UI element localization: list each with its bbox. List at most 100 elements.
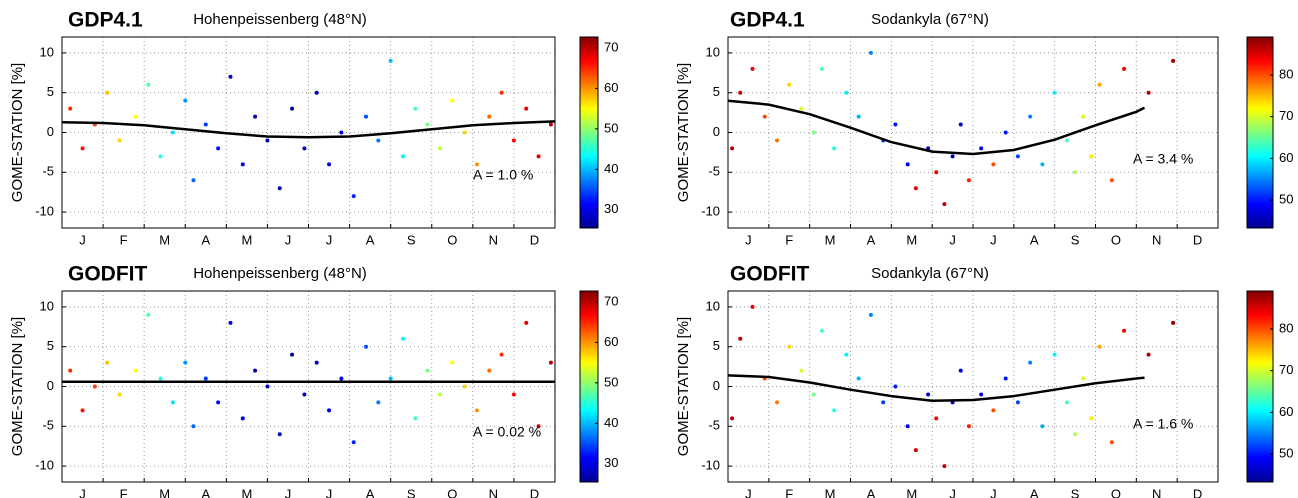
x-tick-label: A <box>201 232 210 247</box>
x-tick-label: J <box>285 486 292 498</box>
x-tick-label: A <box>366 486 375 498</box>
data-point <box>376 400 381 405</box>
x-tick-label: N <box>489 232 498 247</box>
x-tick-label: A <box>1030 486 1039 498</box>
data-point <box>844 352 849 357</box>
data-point <box>133 368 138 373</box>
data-point <box>868 312 873 317</box>
data-point <box>893 122 898 127</box>
data-point <box>1146 352 1151 357</box>
data-point <box>253 114 258 119</box>
data-point <box>819 66 824 71</box>
panel-subtitle: Sodankyla (67°N) <box>871 11 989 28</box>
data-point <box>811 392 816 397</box>
x-tick-label: F <box>120 486 128 498</box>
data-point <box>536 424 541 429</box>
fit-line <box>727 99 1146 156</box>
colorbar-tick-label: 80 <box>1279 320 1293 335</box>
x-tick-label: D <box>530 486 539 498</box>
data-point <box>425 368 430 373</box>
y-tick-label: -10 <box>701 204 720 219</box>
y-tick-label: 5 <box>47 338 54 353</box>
data-point <box>1081 114 1086 119</box>
panel-title: GDP4.1 <box>730 9 805 32</box>
y-tick-label: 10 <box>706 298 720 313</box>
data-point <box>80 146 85 151</box>
x-tick-label: A <box>867 232 876 247</box>
data-point <box>339 130 344 135</box>
y-axis-label: GOME-STATION [%] <box>9 63 26 202</box>
y-tick-label: 0 <box>713 124 720 139</box>
colorbar-tick-label: 30 <box>604 201 618 216</box>
data-point <box>191 178 196 183</box>
data-point <box>934 170 939 175</box>
panel-title: GODFIT <box>68 263 147 286</box>
colorbar-tick-label: 50 <box>1279 445 1293 460</box>
x-tick-label: F <box>120 232 128 247</box>
colorbar-tick-label: 50 <box>604 120 618 135</box>
data-point <box>942 202 947 207</box>
x-tick-label: M <box>825 232 836 247</box>
data-point <box>913 448 918 453</box>
x-tick-label: S <box>407 232 416 247</box>
data-point <box>388 376 393 381</box>
data-point <box>893 384 898 389</box>
data-point <box>1052 352 1057 357</box>
data-point <box>1081 376 1086 381</box>
data-point <box>536 154 541 159</box>
x-tick-label: D <box>530 232 539 247</box>
data-point <box>1073 170 1078 175</box>
data-point <box>474 408 479 413</box>
data-point <box>881 400 886 405</box>
x-tick-label: J <box>745 232 752 247</box>
x-tick-label: N <box>489 486 498 498</box>
colorbar-tick-label: 60 <box>1279 150 1293 165</box>
plot-frame <box>61 290 556 483</box>
colorbar-tick-label: 70 <box>1279 362 1293 377</box>
data-point <box>762 114 767 119</box>
y-tick-label: -10 <box>701 458 720 473</box>
y-tick-label: 5 <box>47 84 54 99</box>
data-point <box>966 424 971 429</box>
data-point <box>832 146 837 151</box>
data-point <box>1089 416 1094 421</box>
data-point <box>146 82 151 87</box>
x-tick-label: O <box>1111 232 1121 247</box>
colorbar-tick-label: 50 <box>604 374 618 389</box>
y-tick-label: 0 <box>713 378 720 393</box>
data-point <box>524 106 529 111</box>
fit-line <box>727 374 1145 403</box>
panel-subtitle: Hohenpeissenberg (48°N) <box>193 265 367 282</box>
y-tick-label: -5 <box>708 164 720 179</box>
data-point <box>462 130 467 135</box>
y-axis-label: GOME-STATION [%] <box>675 63 692 202</box>
data-point <box>511 138 516 143</box>
data-point <box>499 352 504 357</box>
data-point <box>958 368 963 373</box>
data-point <box>253 368 258 373</box>
x-tick-label: O <box>1111 486 1121 498</box>
x-tick-label: J <box>79 232 86 247</box>
panel-title: GODFIT <box>730 263 809 286</box>
data-point <box>730 416 735 421</box>
data-point <box>1097 344 1102 349</box>
data-point <box>290 352 295 357</box>
data-point <box>548 122 553 127</box>
plot-frame <box>727 290 1219 483</box>
y-tick-label: 5 <box>713 338 720 353</box>
colorbar-tick-label: 50 <box>1279 191 1293 206</box>
x-tick-label: F <box>785 486 793 498</box>
x-tick-label: J <box>990 486 997 498</box>
colorbar <box>1246 290 1274 483</box>
data-point <box>1015 154 1020 159</box>
data-point <box>868 50 873 55</box>
data-point <box>92 384 97 389</box>
data-point <box>1146 90 1151 95</box>
data-point <box>750 304 755 309</box>
data-point <box>339 376 344 381</box>
y-tick-label: 10 <box>40 298 54 313</box>
data-point <box>314 90 319 95</box>
x-tick-label: M <box>241 232 252 247</box>
data-point <box>819 328 824 333</box>
